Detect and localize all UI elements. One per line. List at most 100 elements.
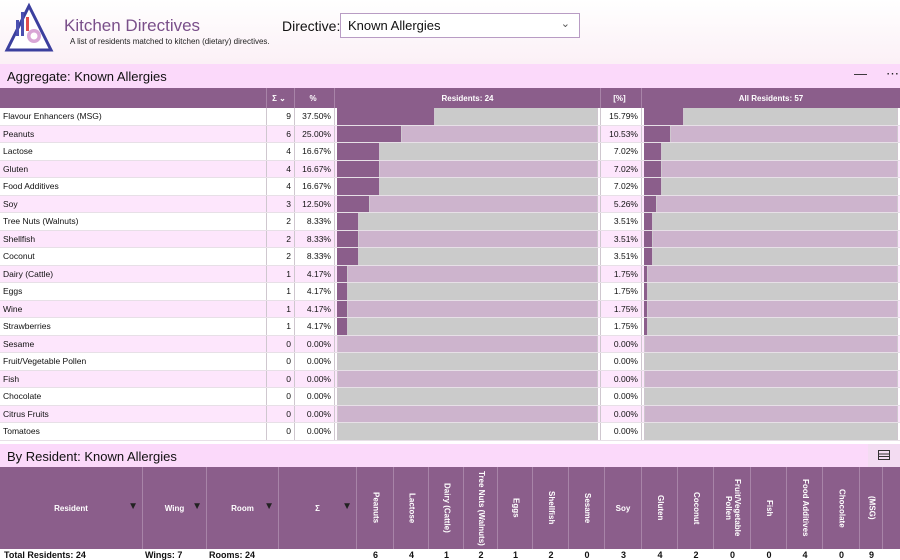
filter-icon[interactable]: ▼ <box>128 501 138 512</box>
allergen-count: 1 <box>267 318 295 335</box>
column-header[interactable]: Soy <box>605 467 642 549</box>
all-residents-percent: 7.02% <box>601 143 642 160</box>
filter-icon[interactable]: ▼ <box>264 501 274 512</box>
table-row[interactable]: Wine 1 4.17% 1.75% <box>0 300 900 318</box>
table-row[interactable]: Sesame 0 0.00% 0.00% <box>0 335 900 353</box>
pct-all-column-header[interactable]: [%] <box>601 88 642 108</box>
all-residents-bar-fill <box>644 108 684 125</box>
column-header[interactable]: Eggs <box>498 467 533 549</box>
all-residents-percent: 3.51% <box>601 230 642 247</box>
residents-column-header[interactable]: Residents: 24 <box>335 88 601 108</box>
allergen-count: 0 <box>267 370 295 387</box>
table-row[interactable]: Chocolate 0 0.00% 0.00% <box>0 388 900 406</box>
column-header[interactable]: Peanuts <box>357 467 394 549</box>
column-header[interactable]: Sesame <box>569 467 605 549</box>
column-header[interactable]: Lactose <box>394 467 429 549</box>
all-residents-bar-fill <box>644 423 645 440</box>
table-row[interactable]: Shellfish 2 8.33% 3.51% <box>0 230 900 248</box>
column-header[interactable]: Fish <box>751 467 787 549</box>
minimize-button[interactable]: — <box>854 66 867 81</box>
table-row[interactable]: Dairy (Cattle) 1 4.17% 1.75% <box>0 265 900 283</box>
table-row[interactable]: Tree Nuts (Walnuts) 2 8.33% 3.51% <box>0 213 900 231</box>
allergen-name: Dairy (Cattle) <box>0 265 267 282</box>
total-cell: 1 <box>512 550 518 560</box>
allergen-percent: 4.17% <box>295 300 335 317</box>
allergen-name: Peanuts <box>0 125 267 142</box>
all-residents-bar-track <box>644 248 898 265</box>
app-header: Kitchen Directives A list of residents m… <box>0 0 900 64</box>
all-residents-bar-fill <box>644 160 662 177</box>
column-header[interactable]: Coconut <box>678 467 714 549</box>
table-row[interactable]: Tomatoes 0 0.00% 0.00% <box>0 423 900 441</box>
table-row[interactable]: Strawberries 1 4.17% 1.75% <box>0 318 900 336</box>
residents-bar-fill <box>337 335 338 352</box>
directive-value: Known Allergies <box>348 18 441 33</box>
total-cell: 9 <box>868 550 874 560</box>
sum-column-header[interactable]: Σ ⌄ <box>267 88 295 108</box>
pct-column-header[interactable]: % <box>295 88 335 108</box>
more-options-button[interactable]: ⋯ <box>886 66 899 81</box>
table-row[interactable]: Eggs 1 4.17% 1.75% <box>0 283 900 301</box>
all-residents-bar-cell <box>642 388 900 405</box>
table-row[interactable]: Citrus Fruits 0 0.00% 0.00% <box>0 405 900 423</box>
allergen-percent: 8.33% <box>295 230 335 247</box>
all-residents-bar-fill <box>644 230 653 247</box>
allergen-percent: 16.67% <box>295 160 335 177</box>
residents-bar-track <box>337 178 598 195</box>
table-row[interactable]: Fruit/Vegetable Pollen 0 0.00% 0.00% <box>0 353 900 371</box>
column-header[interactable]: Food Additives <box>787 467 823 549</box>
column-header[interactable]: Tree Nuts (Walnuts) <box>464 467 498 549</box>
residents-bar-track <box>337 160 598 177</box>
all-residents-bar-fill <box>644 388 645 405</box>
all-residents-bar-fill <box>644 195 658 212</box>
residents-bar-track <box>337 405 598 422</box>
table-row[interactable]: Coconut 2 8.33% 3.51% <box>0 248 900 266</box>
column-header[interactable]: Chocolate <box>823 467 860 549</box>
all-residents-column-header[interactable]: All Residents: 57 <box>738 93 804 103</box>
column-header[interactable]: Dairy (Cattle) <box>429 467 464 549</box>
table-row[interactable]: Food Additives 4 16.67% 7.02% <box>0 178 900 196</box>
all-residents-percent: 1.75% <box>601 300 642 317</box>
allergen-count: 4 <box>267 178 295 195</box>
allergen-name: Strawberries <box>0 318 267 335</box>
total-cell: 0 <box>766 550 772 560</box>
all-residents-bar-cell <box>642 143 900 160</box>
table-row[interactable]: Flavour Enhancers (MSG) 9 37.50% 15.79% <box>0 108 900 126</box>
all-residents-percent: 0.00% <box>601 335 642 352</box>
residents-bar-cell <box>335 178 601 195</box>
allergen-count: 1 <box>267 265 295 282</box>
table-row[interactable]: Peanuts 6 25.00% 10.53% <box>0 125 900 143</box>
allergen-percent: 0.00% <box>295 335 335 352</box>
allergen-count: 4 <box>267 143 295 160</box>
residents-bar-fill <box>337 405 338 422</box>
residents-bar-track <box>337 248 598 265</box>
column-header[interactable]: Gluten <box>642 467 678 549</box>
column-header[interactable]: Wing ▼ <box>143 467 207 549</box>
column-header-label: Shellfish <box>546 491 556 525</box>
column-header[interactable]: Fruit/Vegetable Pollen <box>714 467 751 549</box>
column-header[interactable]: Room ▼ <box>207 467 279 549</box>
allergen-name: Shellfish <box>0 230 267 247</box>
residents-bar-track <box>337 283 598 300</box>
filter-icon[interactable]: ▼ <box>192 501 202 512</box>
directive-select[interactable]: Known Allergies ⌄ <box>340 13 580 38</box>
table-row[interactable]: Gluten 4 16.67% 7.02% <box>0 160 900 178</box>
column-header[interactable]: Shellfish <box>533 467 569 549</box>
by-resident-panel-title: By Resident: Known Allergies <box>0 444 868 467</box>
residents-bar-cell <box>335 318 601 335</box>
layout-toggle-button[interactable] <box>868 444 900 467</box>
all-residents-percent: 7.02% <box>601 160 642 177</box>
column-header[interactable]: Resident ▼ <box>0 467 143 549</box>
directive-label: Directive: <box>282 18 341 34</box>
allergen-percent: 0.00% <box>295 370 335 387</box>
table-row[interactable]: Fish 0 0.00% 0.00% <box>0 370 900 388</box>
residents-bar-track <box>337 108 598 125</box>
allergen-count: 2 <box>267 230 295 247</box>
all-residents-percent: 3.51% <box>601 213 642 230</box>
all-residents-bar-cell <box>642 160 900 177</box>
filter-icon[interactable]: ▼ <box>342 501 352 512</box>
table-row[interactable]: Soy 3 12.50% 5.26% <box>0 195 900 213</box>
column-header[interactable]: (MSG) <box>860 467 883 549</box>
table-row[interactable]: Lactose 4 16.67% 7.02% <box>0 143 900 161</box>
column-header[interactable]: Σ ▼ <box>279 467 357 549</box>
